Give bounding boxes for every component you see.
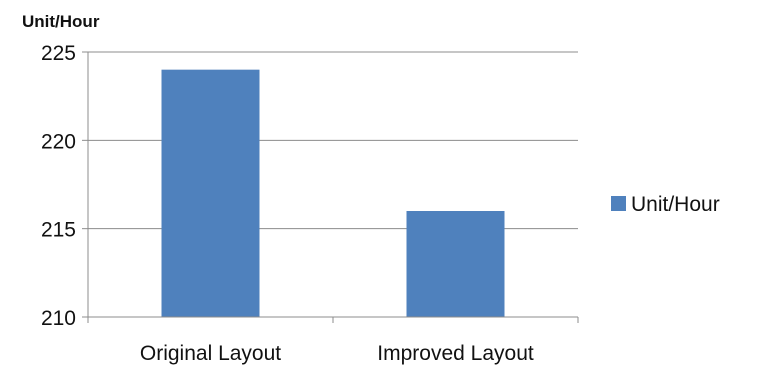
bar-original-layout [161,69,260,318]
y-axis-ticks: 210 215 220 225 [41,42,88,330]
y-tick-label: 220 [41,130,76,153]
y-tick-label: 225 [41,42,76,65]
x-category-label: Improved Layout [377,342,534,365]
legend-swatch [611,196,626,211]
y-axis-title: Unit/Hour [22,12,100,31]
x-axis: Original Layout Improved Layout [87,52,579,365]
y-tick-label: 215 [41,219,76,242]
legend: Unit/Hour [611,193,720,216]
y-tick-label: 210 [41,307,76,330]
bar-improved-layout [406,211,505,317]
bars [161,69,505,318]
x-category-label: Original Layout [140,342,281,365]
legend-label: Unit/Hour [631,193,720,216]
